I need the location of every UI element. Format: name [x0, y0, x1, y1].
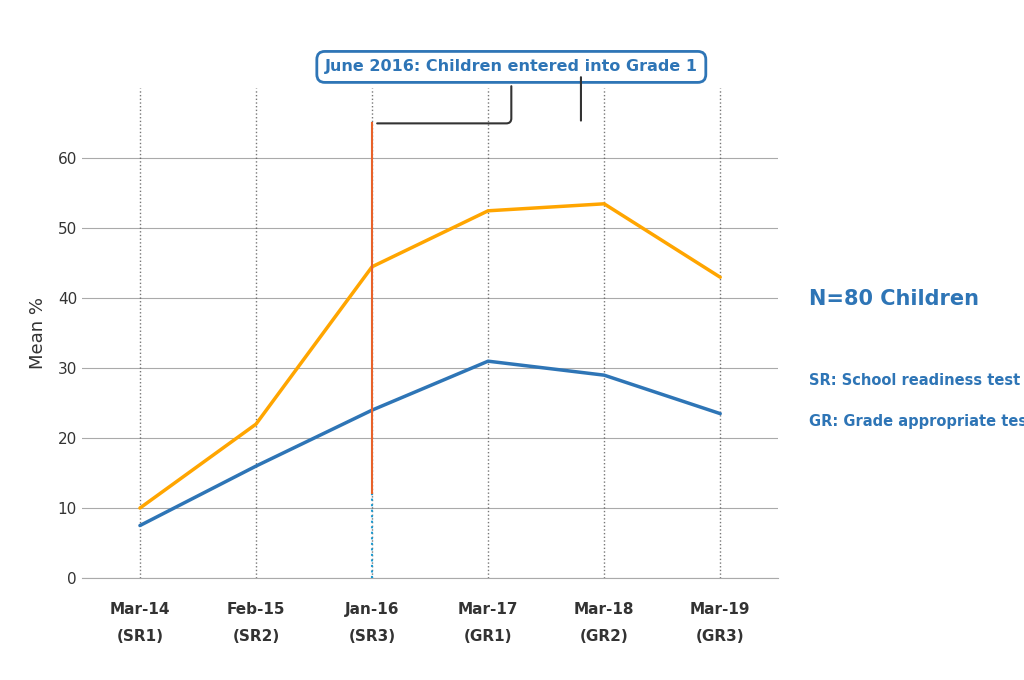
Text: (SR3): (SR3)	[348, 629, 395, 644]
Text: (GR3): (GR3)	[696, 629, 744, 644]
Text: Mar-17: Mar-17	[458, 602, 518, 617]
Text: Mar-19: Mar-19	[690, 602, 751, 617]
Text: GR: Grade appropriate test: GR: Grade appropriate test	[809, 414, 1024, 429]
Text: Jan-16: Jan-16	[345, 602, 399, 617]
Y-axis label: Mean %: Mean %	[29, 297, 46, 369]
Text: June 2016: Children entered into Grade 1: June 2016: Children entered into Grade 1	[325, 59, 697, 123]
Text: N=80 Children: N=80 Children	[809, 289, 979, 309]
Text: Feb-15: Feb-15	[226, 602, 286, 617]
Text: SR: School readiness test: SR: School readiness test	[809, 373, 1020, 388]
Text: Mar-18: Mar-18	[573, 602, 635, 617]
Text: (SR1): (SR1)	[117, 629, 164, 644]
Text: Mar-14: Mar-14	[110, 602, 170, 617]
Text: (GR1): (GR1)	[464, 629, 512, 644]
Text: (GR2): (GR2)	[580, 629, 629, 644]
Text: (SR2): (SR2)	[232, 629, 280, 644]
